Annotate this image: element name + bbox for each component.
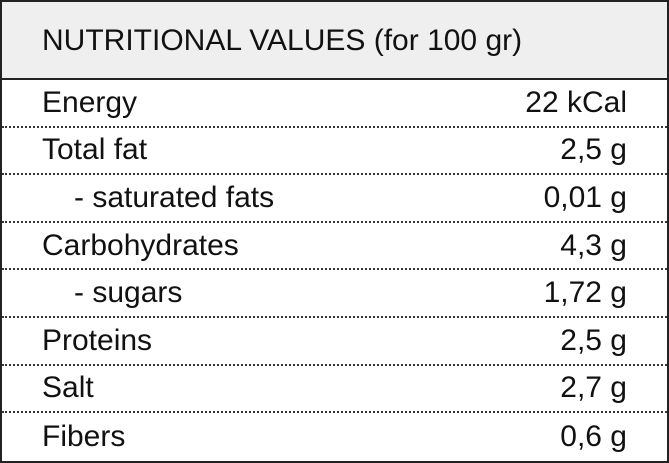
row-value: 22 kCal: [525, 85, 627, 119]
row: Proteins 2,5 g: [2, 318, 667, 366]
row-value: 0,01 g: [543, 180, 627, 214]
row: Energy 22 kCal: [2, 80, 667, 128]
row-value: 2,5 g: [560, 323, 627, 357]
row-label: Proteins: [42, 323, 153, 357]
row: Salt 2,7 g: [2, 366, 667, 414]
row-label: - sugars: [74, 276, 183, 310]
row-value: 1,72 g: [543, 276, 627, 310]
row: Total fat 2,5 g: [2, 128, 667, 176]
row-label: Total fat: [42, 133, 148, 167]
row-label: Carbohydrates: [42, 228, 239, 262]
header-title: NUTRITIONAL VALUES (for 100 gr): [2, 2, 667, 80]
row: Fibers 0,6 g: [2, 413, 667, 461]
row-value: 4,3 g: [560, 228, 627, 262]
row-label: - saturated fats: [74, 180, 275, 214]
row-label: Salt: [42, 371, 94, 405]
row-value: 2,7 g: [560, 371, 627, 405]
row: Carbohydrates 4,3 g: [2, 223, 667, 271]
row: - sugars 1,72 g: [2, 270, 667, 318]
row-value: 2,5 g: [560, 133, 627, 167]
row: - saturated fats 0,01 g: [2, 175, 667, 223]
row-label: Energy: [42, 85, 138, 119]
row-label: Fibers: [42, 419, 126, 453]
row-value: 0,6 g: [560, 419, 627, 453]
